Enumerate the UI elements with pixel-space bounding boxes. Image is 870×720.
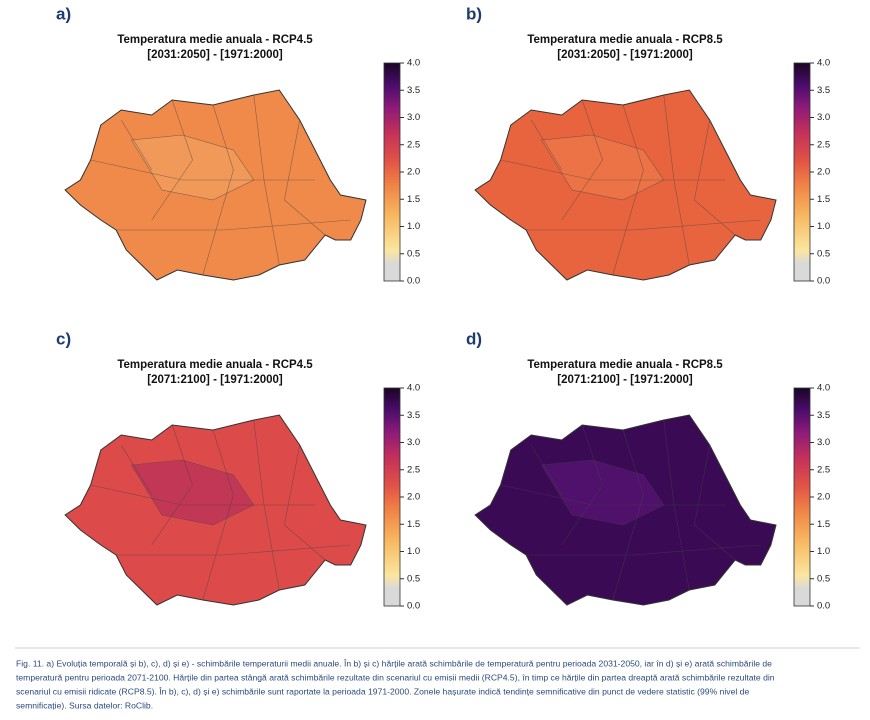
- colorbar-tick-label: 0.0: [407, 276, 420, 287]
- map-period: [2031:2050] - [1971:2000]: [557, 49, 693, 61]
- colorbar-tick-label: 3.5: [817, 410, 830, 421]
- map-title: Temperatura medie anuala - RCP8.5: [527, 34, 723, 46]
- colorbar-tick-label: 2.5: [817, 139, 830, 150]
- colorbar-tick-label: 3.0: [817, 437, 830, 448]
- map-title: Temperatura medie anuala - RCP8.5: [527, 359, 723, 371]
- colorbar-tick-label: 1.5: [407, 194, 420, 205]
- caption-line: temperatură pentru perioada 2071-2100. H…: [16, 672, 775, 682]
- panels: a) Temperatura medie anuala - RCP4.5 [2031…: [56, 4, 830, 611]
- colorbar-tick-label: 3.0: [817, 112, 830, 123]
- colorbar-tick-label: 4.0: [817, 383, 830, 394]
- map-period: [2071:2100] - [1971:2000]: [147, 374, 283, 386]
- colorbar-tick-label: 4.0: [817, 58, 830, 69]
- panel-label: c): [56, 329, 71, 348]
- colorbar-tick-label: 2.5: [817, 464, 830, 475]
- county-lines: [90, 419, 351, 601]
- colorbar-tick-label: 4.0: [407, 58, 420, 69]
- colorbar-tick-label: 3.5: [407, 410, 420, 421]
- colorbar-tick-label: 2.0: [817, 167, 830, 178]
- caption-line: Fig. 11. a) Evoluția temporală și b), c)…: [16, 658, 772, 668]
- colorbar: [383, 387, 401, 607]
- colorbar-tick-label: 0.0: [817, 276, 830, 287]
- colorbar-tick-label: 4.0: [407, 383, 420, 394]
- colorbar-tick-label: 1.5: [817, 519, 830, 530]
- colorbar-tick-label: 1.0: [407, 221, 420, 232]
- map-period: [2031:2050] - [1971:2000]: [147, 49, 283, 61]
- colorbar-tick-label: 2.5: [407, 464, 420, 475]
- panel-label: b): [466, 4, 482, 23]
- colorbar-tick-label: 0.5: [817, 573, 830, 584]
- panel: b) Temperatura medie anuala - RCP8.5 [2031…: [466, 4, 830, 286]
- map-title: Temperatura medie anuala - RCP4.5: [117, 359, 313, 371]
- colorbar-tick-label: 1.0: [407, 546, 420, 557]
- colorbar: [793, 387, 811, 607]
- county-lines: [90, 94, 351, 276]
- colorbar-tick-label: 3.0: [407, 437, 420, 448]
- map-period: [2071:2100] - [1971:2000]: [557, 374, 693, 386]
- map: [474, 414, 777, 606]
- county-lines: [500, 419, 761, 601]
- map: [474, 89, 777, 281]
- panel: c) Temperatura medie anuala - RCP4.5 [2071…: [56, 329, 420, 611]
- map: [64, 414, 367, 606]
- panel: d) Temperatura medie anuala - RCP8.5 [2071…: [466, 329, 830, 611]
- colorbar-tick-label: 3.5: [407, 85, 420, 96]
- colorbar-tick-label: 0.5: [817, 248, 830, 259]
- caption-line: scenariul cu emisii ridicate (RCP8.5). Î…: [16, 686, 749, 696]
- colorbar: [793, 62, 811, 282]
- colorbar-tick-label: 2.0: [817, 492, 830, 503]
- caption: Fig. 11. a) Evoluția temporală și b), c)…: [16, 658, 775, 710]
- colorbar-tick-label: 0.5: [407, 573, 420, 584]
- panel: a) Temperatura medie anuala - RCP4.5 [2031…: [56, 4, 420, 286]
- colorbar-tick-label: 0.0: [407, 601, 420, 612]
- colorbar-tick-label: 3.5: [817, 85, 830, 96]
- colorbar-tick-label: 1.0: [817, 546, 830, 557]
- caption-line: semnificație). Sursa datelor: RoClib.: [16, 700, 153, 710]
- colorbar-tick-label: 0.5: [407, 248, 420, 259]
- colorbar-tick-label: 3.0: [407, 112, 420, 123]
- colorbar-tick-label: 2.0: [407, 492, 420, 503]
- map-title: Temperatura medie anuala - RCP4.5: [117, 34, 313, 46]
- colorbar-tick-label: 2.5: [407, 139, 420, 150]
- county-lines: [500, 94, 761, 276]
- map: [64, 89, 367, 281]
- panel-label: d): [466, 329, 482, 348]
- colorbar-tick-label: 1.5: [817, 194, 830, 205]
- colorbar-tick-label: 1.5: [407, 519, 420, 530]
- colorbar-tick-label: 0.0: [817, 601, 830, 612]
- colorbar-tick-label: 2.0: [407, 167, 420, 178]
- colorbar-tick-label: 1.0: [817, 221, 830, 232]
- colorbar: [383, 62, 401, 282]
- panel-label: a): [56, 4, 71, 23]
